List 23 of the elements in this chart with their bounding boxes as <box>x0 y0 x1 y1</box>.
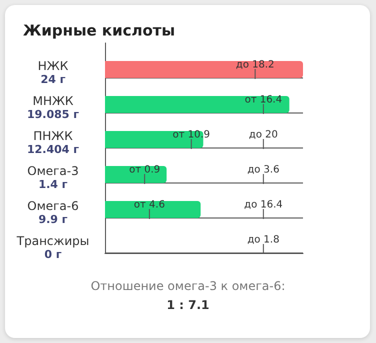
data-label: 24 г <box>40 73 66 86</box>
category-label: МНЖК <box>32 94 74 108</box>
text: 1 : 7.1 <box>166 298 210 312</box>
text: от 0.9 <box>129 164 160 176</box>
data-label: 12.404 г <box>26 143 80 156</box>
text: Жирные кислоты <box>23 22 176 40</box>
text: от 16.4 <box>244 94 282 106</box>
data-label: 1.4 г <box>38 178 68 191</box>
text: до 16.4 <box>244 200 283 210</box>
category-label: ПНЖК <box>33 129 74 143</box>
text: до 18.2 <box>236 60 274 70</box>
data-label: 9.9 г <box>38 213 68 226</box>
text: Отношение омега-3 к омега-6: <box>90 279 286 293</box>
data-label: 0 г <box>44 248 62 261</box>
category-label: НЖК <box>38 59 69 73</box>
category-label: Омега-3 <box>27 164 79 178</box>
text: до 3.6 <box>247 164 280 176</box>
data-label: 19.085 г <box>26 108 80 121</box>
text: до 20 <box>248 130 278 140</box>
category-label: Омега-6 <box>27 199 79 213</box>
text: до 1.8 <box>247 234 280 246</box>
text: от 4.6 <box>134 200 165 210</box>
category-label: Трансжиры <box>16 234 90 248</box>
